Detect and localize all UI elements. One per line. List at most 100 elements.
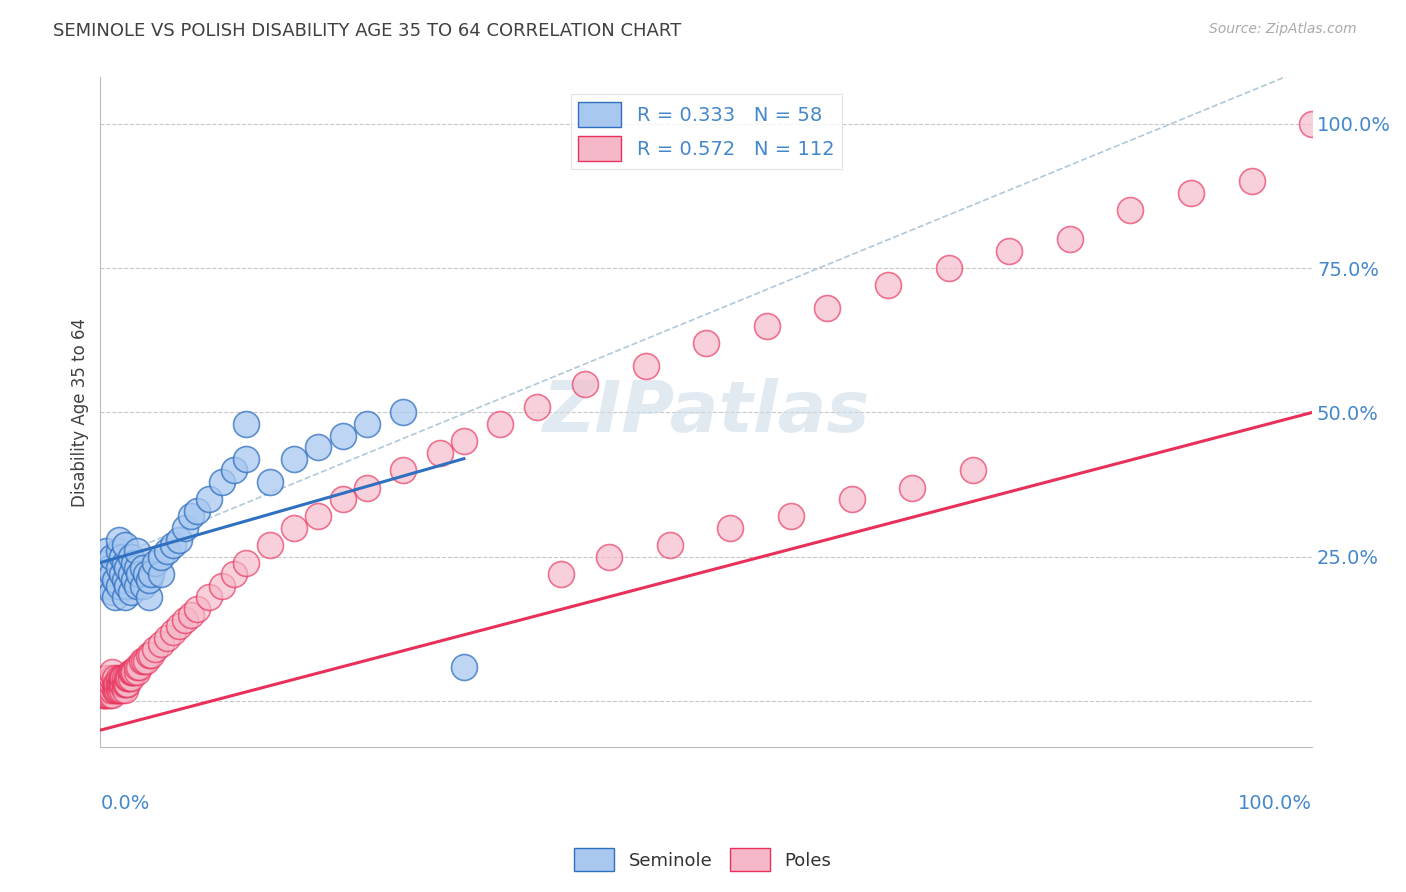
Point: [105, 677, 128, 691]
Point: [174, 521, 197, 535]
Point: [167, 619, 190, 633]
Point: [156, 631, 179, 645]
Point: [332, 492, 354, 507]
Point: [105, 682, 128, 697]
Point: [108, 682, 131, 697]
Point: [111, 549, 134, 564]
Point: [115, 671, 138, 685]
Point: [93, 689, 115, 703]
Point: [120, 549, 142, 564]
Point: [94, 682, 117, 697]
Point: [114, 556, 136, 570]
Point: [110, 677, 132, 691]
Point: [235, 451, 257, 466]
Point: [308, 509, 330, 524]
Point: [107, 671, 129, 685]
Point: [149, 549, 172, 564]
Point: [149, 636, 172, 650]
Point: [94, 677, 117, 691]
Point: [180, 607, 202, 622]
Point: [125, 579, 148, 593]
Point: [100, 677, 122, 691]
Point: [156, 544, 179, 558]
Point: [101, 665, 124, 680]
Point: [107, 533, 129, 547]
Point: [101, 682, 124, 697]
Point: [526, 400, 548, 414]
Point: [114, 573, 136, 587]
Point: [138, 591, 160, 605]
Point: [124, 573, 146, 587]
Point: [598, 549, 620, 564]
Point: [107, 544, 129, 558]
Point: [120, 567, 142, 582]
Point: [100, 682, 122, 697]
Point: [114, 677, 136, 691]
Legend: R = 0.333   N = 58, R = 0.572   N = 112: R = 0.333 N = 58, R = 0.572 N = 112: [571, 94, 842, 169]
Point: [198, 591, 221, 605]
Point: [114, 677, 136, 691]
Point: [112, 677, 135, 691]
Point: [120, 584, 142, 599]
Point: [235, 417, 257, 431]
Point: [96, 556, 118, 570]
Point: [167, 533, 190, 547]
Point: [1059, 232, 1081, 246]
Point: [429, 446, 451, 460]
Point: [98, 561, 121, 575]
Point: [634, 359, 657, 374]
Point: [114, 591, 136, 605]
Point: [132, 561, 155, 575]
Point: [135, 567, 157, 582]
Point: [141, 567, 163, 582]
Point: [111, 671, 134, 685]
Point: [105, 682, 128, 697]
Point: [283, 521, 305, 535]
Point: [94, 689, 117, 703]
Point: [132, 579, 155, 593]
Point: [96, 677, 118, 691]
Point: [128, 567, 150, 582]
Point: [101, 677, 124, 691]
Point: [998, 244, 1021, 258]
Point: [1180, 186, 1202, 200]
Point: [98, 579, 121, 593]
Point: [115, 579, 138, 593]
Point: [115, 677, 138, 691]
Point: [107, 677, 129, 691]
Point: [143, 556, 166, 570]
Text: 0.0%: 0.0%: [100, 795, 149, 814]
Point: [695, 336, 717, 351]
Point: [101, 584, 124, 599]
Point: [453, 434, 475, 449]
Point: [104, 682, 127, 697]
Point: [120, 671, 142, 685]
Point: [107, 561, 129, 575]
Point: [962, 463, 984, 477]
Point: [550, 567, 572, 582]
Point: [120, 665, 142, 680]
Point: [98, 689, 121, 703]
Point: [101, 567, 124, 582]
Point: [138, 573, 160, 587]
Point: [198, 492, 221, 507]
Point: [938, 261, 960, 276]
Point: [259, 538, 281, 552]
Point: [841, 492, 863, 507]
Point: [1119, 203, 1142, 218]
Point: [121, 665, 143, 680]
Point: [124, 665, 146, 680]
Point: [91, 689, 114, 703]
Point: [93, 677, 115, 691]
Point: [96, 567, 118, 582]
Point: [356, 417, 378, 431]
Point: [1240, 174, 1263, 188]
Point: [97, 677, 120, 691]
Point: [132, 654, 155, 668]
Point: [114, 538, 136, 552]
Point: [98, 682, 121, 697]
Point: [174, 614, 197, 628]
Point: [125, 544, 148, 558]
Point: [125, 665, 148, 680]
Point: [392, 463, 415, 477]
